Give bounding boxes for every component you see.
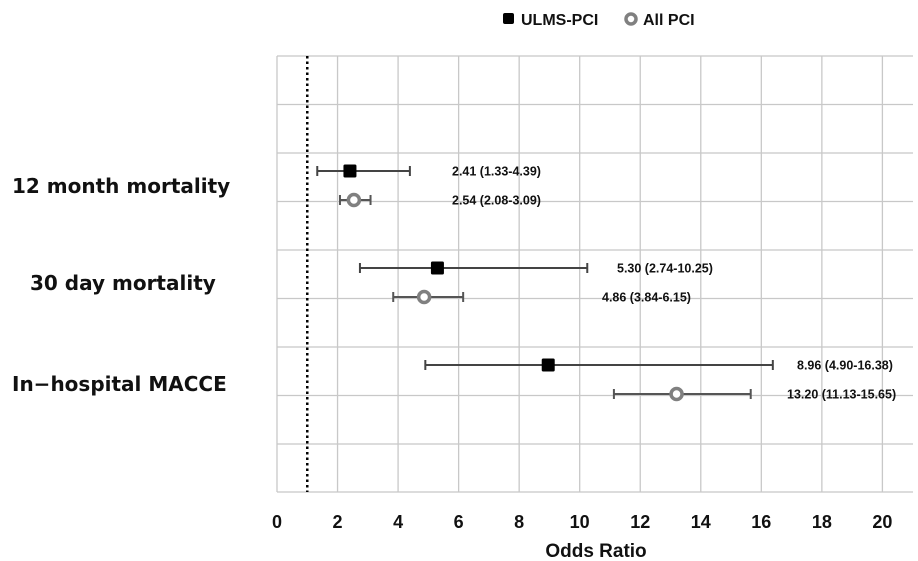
point-group-ulms-pci-0: 2.41 (1.33-4.39) [316,164,541,179]
legend-all-pci-marker [624,12,638,26]
x-axis-tick-labels: 0 2 4 6 8 10 12 14 16 18 20 [272,512,892,532]
x-axis-title: Odds Ratio [545,541,646,561]
grid [276,55,913,493]
x-tick-label: 16 [751,512,771,532]
point-group-all-pci-2: 13.20 (11.13-15.65) [612,386,896,402]
x-tick-label: 0 [272,512,282,532]
x-tick-label: 2 [333,512,343,532]
data-label: 4.86 (3.84-6.15) [602,291,691,305]
point-marker-square [343,164,357,178]
category-label-in-hospital-macce: In−hospital MACCE [12,372,227,396]
point-group-all-pci-0: 2.54 (2.08-3.09) [338,192,541,208]
point-marker-circle [669,386,684,402]
legend-ulms-pci-marker [503,13,514,24]
point-group-ulms-pci-2: 8.96 (4.90-16.38) [424,358,893,373]
x-tick-label: 20 [872,512,892,532]
x-tick-label: 8 [514,512,524,532]
legend-ulms-pci-label: ULMS-PCI [521,12,598,29]
x-tick-label: 18 [812,512,832,532]
data-label: 13.20 (11.13-15.65) [787,388,896,402]
data-label: 5.30 (2.74-10.25) [617,262,713,276]
data-label: 2.54 (2.08-3.09) [452,194,541,208]
x-tick-label: 14 [691,512,711,532]
legend-all-pci-label: All PCI [643,12,695,29]
category-label-12-month-mortality: 12 month mortality [12,174,230,198]
point-group-ulms-pci-1: 5.30 (2.74-10.25) [358,261,713,276]
point-group-all-pci-1: 4.86 (3.84-6.15) [392,289,691,305]
data-label: 2.41 (1.33-4.39) [452,165,541,179]
x-tick-label: 6 [454,512,464,532]
x-tick-label: 4 [393,512,403,532]
data-marks: 2.41 (1.33-4.39) 5.30 (2.74-10.25) 8.96 (4… [316,164,896,402]
point-marker-square [430,261,444,275]
category-labels: 12 month mortality 30 day mortality In−h… [12,174,230,396]
legend: ULMS-PCI All PCI [503,12,695,29]
x-tick-label: 12 [630,512,650,532]
x-tick-label: 10 [570,512,590,532]
point-marker-square [541,358,555,372]
point-marker-circle [416,289,432,305]
point-marker-circle [346,192,362,208]
category-label-30-day-mortality: 30 day mortality [30,271,216,295]
data-label: 8.96 (4.90-16.38) [797,359,893,373]
